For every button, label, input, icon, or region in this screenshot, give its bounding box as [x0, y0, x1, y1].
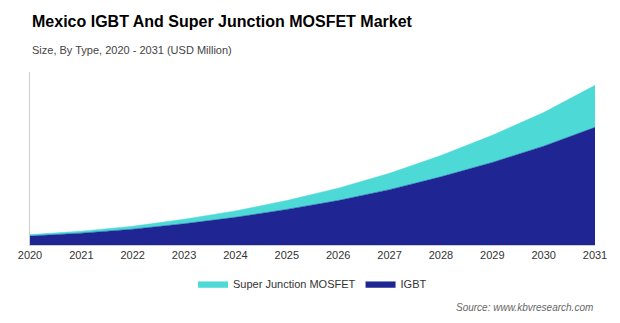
svg-text:2025: 2025 [275, 249, 299, 261]
svg-text:Source: www.kbvresearch.com: Source: www.kbvresearch.com [456, 302, 593, 313]
svg-text:2022: 2022 [120, 249, 144, 261]
svg-text:Mexico IGBT And Super Junction: Mexico IGBT And Super Junction MOSFET Ma… [32, 13, 413, 30]
svg-text:2026: 2026 [326, 249, 350, 261]
svg-text:2024: 2024 [223, 249, 247, 261]
svg-text:2028: 2028 [429, 249, 453, 261]
svg-text:2031: 2031 [583, 249, 607, 261]
svg-text:IGBT: IGBT [401, 278, 427, 290]
svg-text:2027: 2027 [377, 249, 401, 261]
svg-text:2029: 2029 [480, 249, 504, 261]
svg-text:Size, By Type, 2020 - 2031 (US: Size, By Type, 2020 - 2031 (USD Million) [32, 44, 232, 56]
svg-text:2023: 2023 [172, 249, 196, 261]
svg-text:2030: 2030 [531, 249, 555, 261]
svg-text:2020: 2020 [18, 249, 42, 261]
svg-text:Super Junction MOSFET: Super Junction MOSFET [233, 278, 356, 290]
svg-text:2021: 2021 [69, 249, 93, 261]
